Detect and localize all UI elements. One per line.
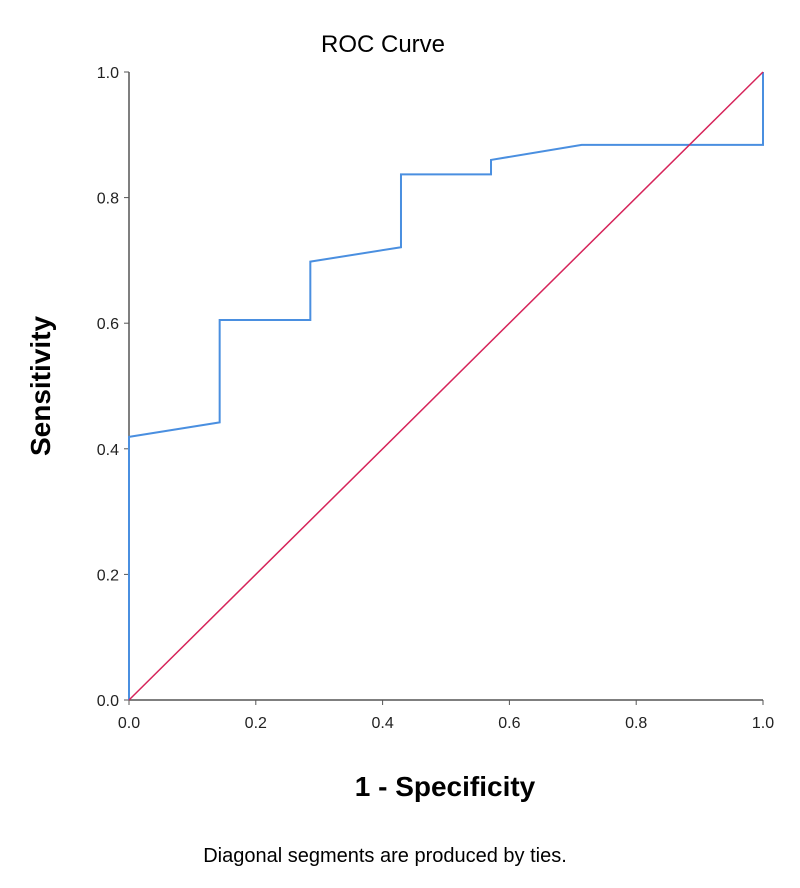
x-tick-label: 0.2 [245,715,267,732]
x-axis-label: 1 - Specificity [355,771,536,802]
y-tick-label: 0.4 [97,442,119,459]
x-tick-label: 0.0 [118,715,140,732]
chart-title: ROC Curve [321,31,445,58]
y-tick-label: 0.2 [97,567,119,584]
roc-curve [128,72,764,700]
y-axis-label: Sensitivity [25,316,56,456]
y-tick-label: 1.0 [97,65,119,82]
y-tick-label: 0.0 [97,693,119,710]
footnote: Diagonal segments are produced by ties. [203,845,567,867]
x-tick-label: 0.8 [625,715,647,732]
y-tick-label: 0.6 [97,316,119,333]
reference-line [128,71,764,701]
x-tick-label: 1.0 [752,715,774,732]
y-tick-label: 0.8 [97,191,119,208]
x-tick-label: 0.4 [371,715,393,732]
x-tick-label: 0.6 [498,715,520,732]
